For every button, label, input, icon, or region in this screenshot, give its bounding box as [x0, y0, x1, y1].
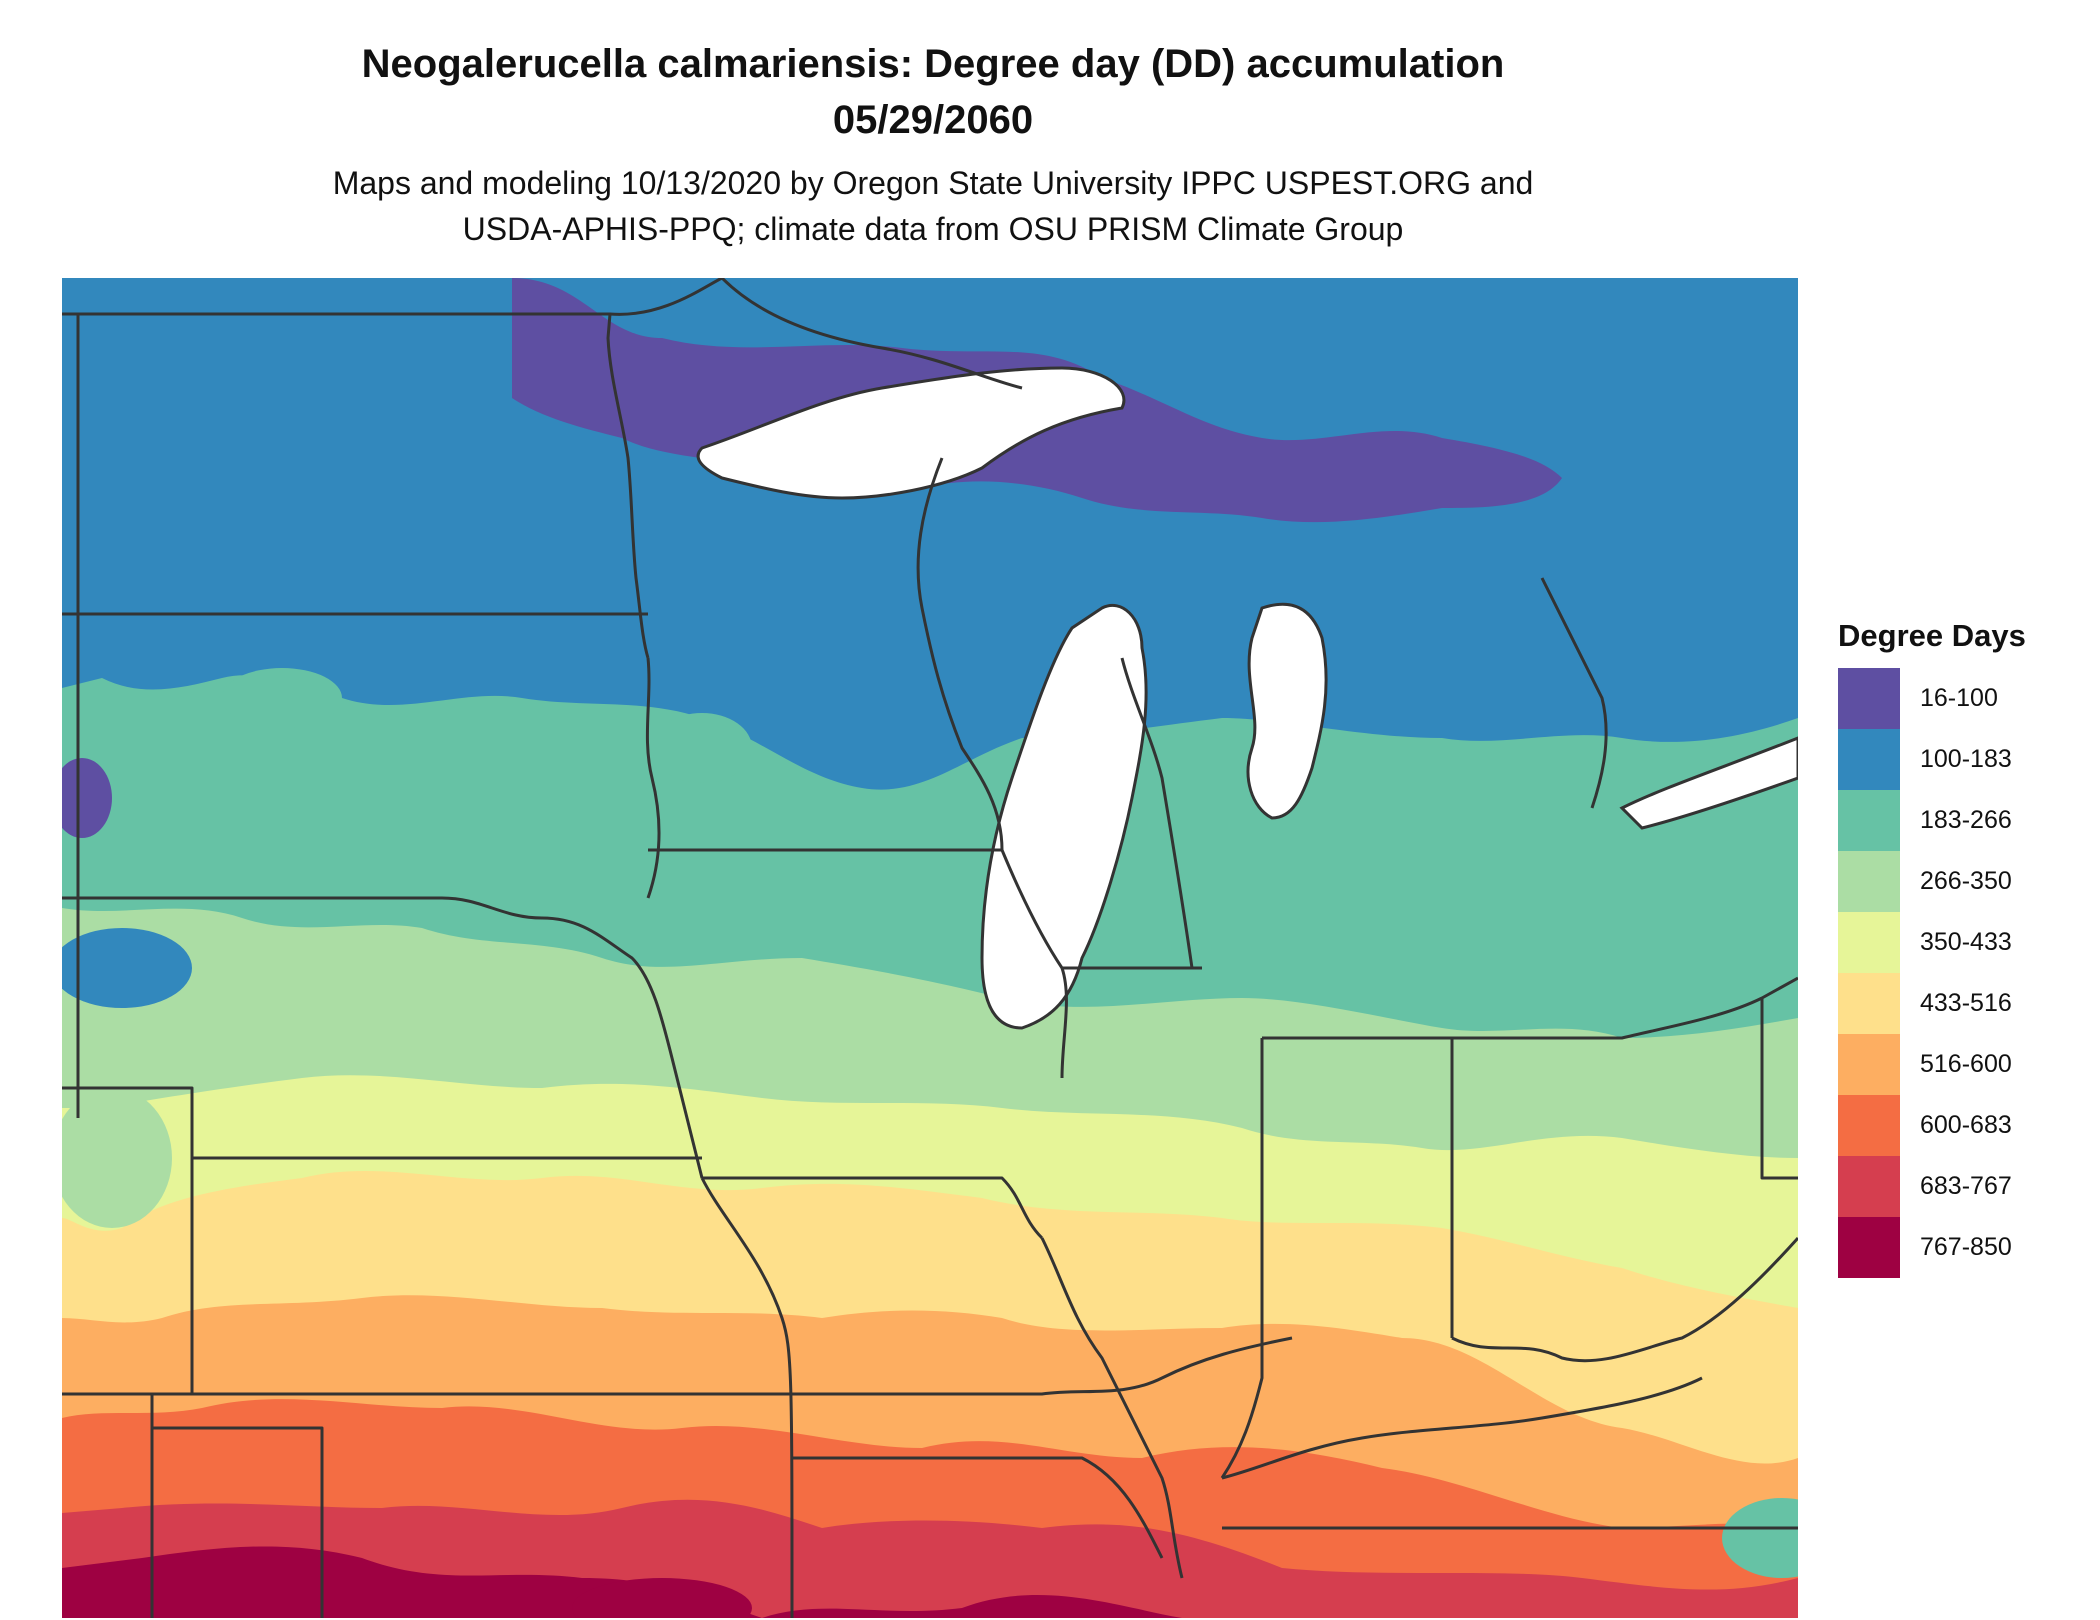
state-border [609, 278, 1023, 390]
legend-item: 516-600 [1838, 1034, 2098, 1095]
legend-item: 183-266 [1838, 790, 2098, 851]
state-border [1221, 1376, 1703, 1480]
map-title-line1: Neogalerucella calmariensis: Degree day … [361, 42, 1505, 86]
legend-swatch [1838, 912, 1900, 973]
legend-item: 266-350 [1838, 851, 2098, 912]
map-subtitle-line1: Maps and modeling 10/13/2020 by Oregon S… [332, 165, 1534, 201]
legend-label: 767-850 [1920, 1233, 2012, 1261]
legend-swatch [1838, 1156, 1900, 1217]
legend-label: 100-183 [1920, 745, 2012, 773]
state-border [700, 1177, 794, 1618]
state-border [152, 1426, 324, 1618]
map-subtitle: Maps and modeling 10/13/2020 by Oregon S… [0, 160, 1866, 252]
legend-label: 16-100 [1920, 684, 1998, 712]
legend-item: 100-183 [1838, 729, 2098, 790]
state-border [1452, 976, 1798, 1040]
state-border [702, 1176, 1044, 1240]
legend-swatch [1838, 973, 1900, 1034]
legend-item: 767-850 [1838, 1217, 2098, 1278]
zone-patch [62, 928, 192, 1008]
state-border [1760, 998, 1798, 1180]
map-title: Neogalerucella calmariensis: Degree day … [0, 36, 1866, 148]
zone-patch [1722, 1498, 1798, 1578]
state-border [1000, 849, 1068, 1079]
map-canvas [62, 278, 1798, 1618]
legend-label: 266-350 [1920, 867, 2012, 895]
legend-label: 183-266 [1920, 806, 2012, 834]
legend-swatch [1838, 668, 1900, 729]
legend-label: 350-433 [1920, 928, 2012, 956]
legend-item: 350-433 [1838, 912, 2098, 973]
lake-erie [1619, 736, 1798, 830]
legend-swatch [1838, 1095, 1900, 1156]
state-border [1040, 1237, 1184, 1579]
state-border [62, 1336, 1293, 1396]
legend-swatch [1838, 1034, 1900, 1095]
legend-item: 16-100 [1838, 668, 2098, 729]
state-border [1540, 577, 1608, 809]
legend-swatch [1838, 729, 1900, 790]
legend-item: 433-516 [1838, 973, 2098, 1034]
state-border [1120, 657, 1194, 969]
legend-label: 516-600 [1920, 1050, 2012, 1078]
legend-swatch [1838, 790, 1900, 851]
zone-patch [62, 1088, 172, 1228]
legend-item: 600-683 [1838, 1095, 2098, 1156]
zone-patch [62, 758, 112, 838]
lakes [696, 366, 1798, 1030]
legend-label: 600-683 [1920, 1111, 2012, 1139]
state-border [62, 896, 704, 1179]
state-border [1220, 1038, 1264, 1479]
degree-day-map [62, 278, 1798, 1618]
zone-patch [572, 1578, 752, 1618]
legend-label: 683-767 [1920, 1172, 2012, 1200]
map-date: 05/29/2060 [832, 98, 1034, 142]
legend-items: 16-100 100-183 183-266 266-350 350-433 433-51… [1838, 668, 2098, 1278]
map-subtitle-line2: USDA-APHIS-PPQ; climate data from OSU PR… [462, 211, 1404, 247]
state-border [792, 1456, 1164, 1559]
state-border [645, 657, 661, 899]
legend-swatch [1838, 851, 1900, 912]
legend-title: Degree Days [1838, 618, 2026, 653]
state-border [1451, 1236, 1798, 1363]
state-borders [62, 278, 1798, 1618]
zone-patch [652, 713, 752, 783]
legend-item: 683-767 [1838, 1156, 2098, 1217]
legend-swatch [1838, 1217, 1900, 1278]
zone-patch [222, 668, 342, 728]
state-border [62, 1086, 194, 1394]
state-border [916, 457, 1004, 851]
legend-label: 433-516 [1920, 989, 2012, 1017]
lake-michigan [980, 604, 1148, 1030]
zone-band [62, 278, 1798, 790]
lake-huron [1246, 602, 1328, 820]
map-legend: Degree Days 16-100 100-183 183-266 266-350 3… [1838, 616, 2098, 1278]
lake-superior [696, 366, 1126, 500]
